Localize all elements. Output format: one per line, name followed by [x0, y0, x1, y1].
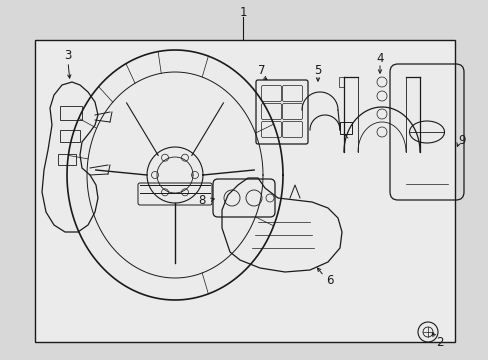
Text: 4: 4 — [375, 51, 383, 64]
Text: 3: 3 — [64, 49, 72, 62]
Bar — [60, 106, 82, 120]
Bar — [60, 130, 80, 142]
Bar — [58, 154, 76, 165]
Text: 5: 5 — [314, 63, 321, 77]
Bar — [339, 122, 351, 134]
Text: 9: 9 — [457, 134, 465, 147]
Bar — [338, 77, 343, 87]
Text: 1: 1 — [239, 5, 246, 18]
Text: 7: 7 — [258, 63, 265, 77]
Bar — [35, 40, 454, 342]
Text: 6: 6 — [325, 274, 333, 287]
Text: 2: 2 — [435, 336, 443, 348]
Text: 8: 8 — [198, 194, 205, 207]
